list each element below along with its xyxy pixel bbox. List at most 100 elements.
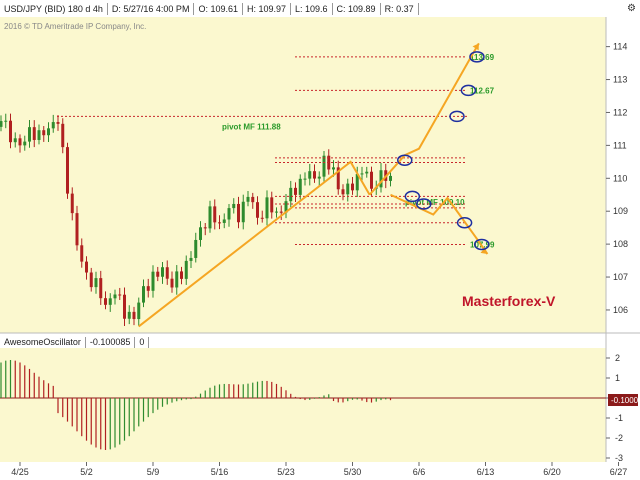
candle-body bbox=[165, 267, 169, 279]
x-tick-label: 5/16 bbox=[211, 467, 229, 477]
x-tick-label: 5/2 bbox=[80, 467, 93, 477]
candle-body bbox=[194, 239, 198, 258]
candle-body bbox=[51, 122, 55, 129]
candle-body bbox=[151, 271, 155, 291]
candle-body bbox=[279, 211, 283, 213]
candle-body bbox=[289, 187, 293, 202]
oscillator-bars bbox=[0, 360, 606, 450]
header-bar: USD/JPY (BID) 180 d 4h D: 5/27/16 4:00 P… bbox=[0, 0, 620, 18]
y-tick-label: 109 bbox=[613, 206, 628, 216]
candle-body bbox=[308, 171, 312, 179]
candle-body bbox=[241, 201, 245, 223]
candle-body bbox=[89, 272, 93, 288]
highlight-circle bbox=[456, 216, 473, 229]
candles bbox=[0, 113, 392, 327]
level-label: 112.67 bbox=[470, 86, 495, 95]
arrow-head bbox=[472, 43, 479, 51]
highlight-circle bbox=[397, 154, 413, 166]
y-tick-label: 108 bbox=[613, 239, 628, 249]
candle-body bbox=[294, 187, 297, 195]
candle-body bbox=[32, 127, 36, 140]
candle-body bbox=[303, 178, 307, 180]
candle-body bbox=[18, 138, 22, 146]
oscillator-name[interactable]: AwesomeOscillator bbox=[0, 336, 86, 348]
osc-tick-label: -1 bbox=[615, 413, 623, 423]
settings-icon[interactable]: ⚙ bbox=[627, 3, 636, 14]
x-tick-label: 5/23 bbox=[277, 467, 295, 477]
candle-body bbox=[256, 202, 259, 218]
candle-body bbox=[170, 278, 174, 288]
candle-body bbox=[332, 167, 335, 170]
candle-body bbox=[355, 174, 359, 191]
candle-body bbox=[161, 267, 164, 277]
candle-body bbox=[360, 173, 364, 175]
y-tick-label: 112 bbox=[613, 107, 627, 117]
oscillator-extra: 0 bbox=[135, 336, 150, 348]
candle-body bbox=[85, 261, 88, 273]
candle-body bbox=[142, 286, 145, 303]
candle-body bbox=[132, 311, 136, 320]
candle-body bbox=[313, 171, 316, 179]
level-label: 113.69 bbox=[470, 53, 495, 62]
candle-body bbox=[156, 271, 160, 277]
candle-body bbox=[322, 155, 326, 177]
candle-body bbox=[341, 189, 345, 195]
highlight-circle bbox=[473, 238, 490, 251]
candle-body bbox=[13, 138, 17, 143]
osc-tick-label: 2 bbox=[615, 353, 620, 363]
y-tick-label: 106 bbox=[613, 305, 628, 315]
level-label: pivot MF 109.10 bbox=[405, 198, 465, 207]
low-label: L: 109.6 bbox=[291, 3, 333, 15]
candle-body bbox=[260, 217, 264, 219]
oscillator-header: AwesomeOscillator -0.100085 0 bbox=[0, 335, 150, 349]
candle-body bbox=[118, 294, 122, 296]
brand-label: Masterforex-V bbox=[462, 293, 556, 309]
candle-body bbox=[317, 176, 321, 179]
candle-body bbox=[351, 183, 354, 191]
candle-body bbox=[23, 141, 27, 146]
x-tick-label: 4/25 bbox=[11, 467, 29, 477]
candle-body bbox=[4, 120, 8, 122]
high-label: H: 109.97 bbox=[243, 3, 291, 15]
candle-body bbox=[80, 245, 84, 262]
candle-body bbox=[42, 130, 46, 136]
candle-body bbox=[28, 127, 31, 142]
highlight-circle bbox=[416, 198, 432, 210]
osc-tick-label: 1 bbox=[615, 373, 620, 383]
highlight-circle bbox=[404, 190, 421, 203]
symbol-label[interactable]: USD/JPY (BID) 180 d 4h bbox=[0, 3, 108, 15]
candle-body bbox=[251, 196, 255, 203]
candle-body bbox=[108, 298, 112, 305]
level-label: pivot MF 111.88 bbox=[222, 122, 281, 131]
candle-body bbox=[94, 278, 98, 288]
oscillator-value: -0.100085 bbox=[86, 336, 136, 348]
candle-body bbox=[184, 260, 188, 279]
candle-body bbox=[298, 178, 302, 195]
candle-body bbox=[137, 302, 141, 320]
candle-body bbox=[227, 208, 231, 220]
candle-body bbox=[379, 170, 383, 188]
candle-body bbox=[218, 222, 221, 224]
candle-body bbox=[208, 206, 212, 229]
x-tick-label: 6/20 bbox=[543, 467, 561, 477]
trend-line bbox=[138, 160, 371, 328]
candle-body bbox=[180, 271, 183, 279]
osc-current-badge bbox=[608, 394, 638, 406]
candle-body bbox=[213, 206, 217, 223]
candle-body bbox=[56, 122, 60, 124]
y-tick-label: 110 bbox=[613, 173, 627, 183]
highlight-circle bbox=[449, 110, 465, 123]
x-tick-label: 5/9 bbox=[147, 467, 160, 477]
candle-body bbox=[189, 257, 193, 261]
candle-body bbox=[275, 211, 278, 213]
candle-body bbox=[66, 147, 69, 194]
close-label: C: 109.89 bbox=[333, 3, 381, 15]
candle-body bbox=[237, 203, 240, 223]
candle-body bbox=[0, 121, 3, 127]
candle-body bbox=[232, 203, 236, 209]
date-label: D: 5/27/16 4:00 PM bbox=[108, 3, 195, 15]
open-label: O: 109.61 bbox=[194, 3, 243, 15]
candle-body bbox=[270, 197, 274, 213]
